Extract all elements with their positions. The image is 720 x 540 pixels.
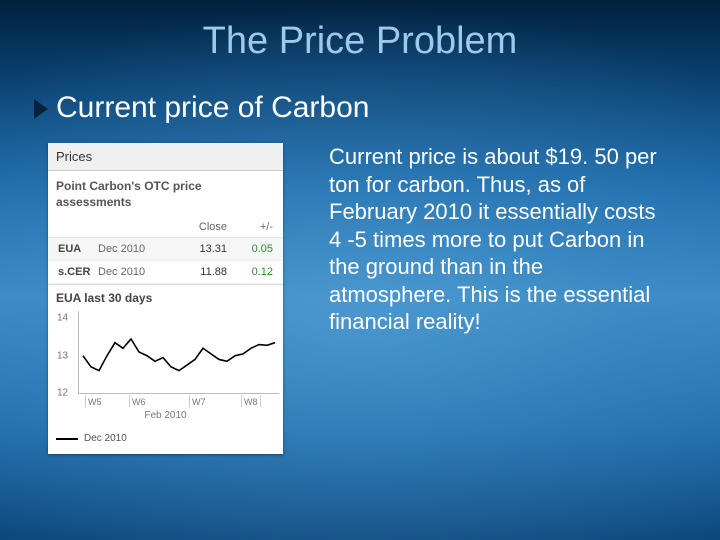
cell-period: Dec 2010 bbox=[98, 243, 181, 255]
chart-area: 141312W5W6W7W8 bbox=[78, 311, 279, 394]
legend-swatch bbox=[56, 438, 78, 440]
bullet-text: Current price of Carbon bbox=[56, 91, 369, 125]
widget-subtitle-1: Point Carbon's OTC price bbox=[48, 171, 283, 195]
col-delta: +/- bbox=[227, 221, 273, 233]
x-tick-label: W7 bbox=[189, 395, 206, 407]
widget-subtitle-2: assessments bbox=[48, 195, 283, 217]
table-row: s.CER Dec 2010 11.88 0.12 bbox=[48, 261, 283, 284]
col-close: Close bbox=[181, 221, 227, 233]
x-tick-label: W8 bbox=[241, 395, 261, 407]
table-header: Close +/- bbox=[48, 217, 283, 238]
cell-period: Dec 2010 bbox=[98, 266, 181, 278]
chart-legend: Dec 2010 bbox=[48, 429, 283, 454]
body-paragraph: Current price is about $19. 50 per ton f… bbox=[329, 143, 659, 336]
cell-close: 13.31 bbox=[181, 243, 227, 255]
y-tick-label: 12 bbox=[57, 388, 68, 399]
cell-close: 11.88 bbox=[181, 266, 227, 278]
legend-label: Dec 2010 bbox=[84, 433, 127, 444]
cell-symbol: EUA bbox=[58, 243, 98, 255]
y-tick-label: 13 bbox=[57, 350, 68, 361]
content-row: Prices Point Carbon's OTC price assessme… bbox=[0, 143, 720, 454]
price-widget: Prices Point Carbon's OTC price assessme… bbox=[48, 143, 283, 454]
table-row: EUA Dec 2010 13.31 0.05 bbox=[48, 238, 283, 261]
cell-delta: 0.05 bbox=[227, 243, 273, 255]
x-tick-label: W6 bbox=[129, 395, 146, 407]
cell-symbol: s.CER bbox=[58, 266, 98, 278]
cell-delta: 0.12 bbox=[227, 266, 273, 278]
y-tick-label: 14 bbox=[57, 313, 68, 324]
widget-heading: Prices bbox=[48, 143, 283, 171]
chevron-right-icon bbox=[34, 99, 48, 119]
slide-title: The Price Problem bbox=[0, 0, 720, 63]
bullet-item: Current price of Carbon bbox=[34, 91, 720, 125]
chart-title: EUA last 30 days bbox=[48, 284, 283, 307]
x-tick-label: W5 bbox=[85, 395, 102, 407]
chart-svg bbox=[79, 311, 279, 393]
